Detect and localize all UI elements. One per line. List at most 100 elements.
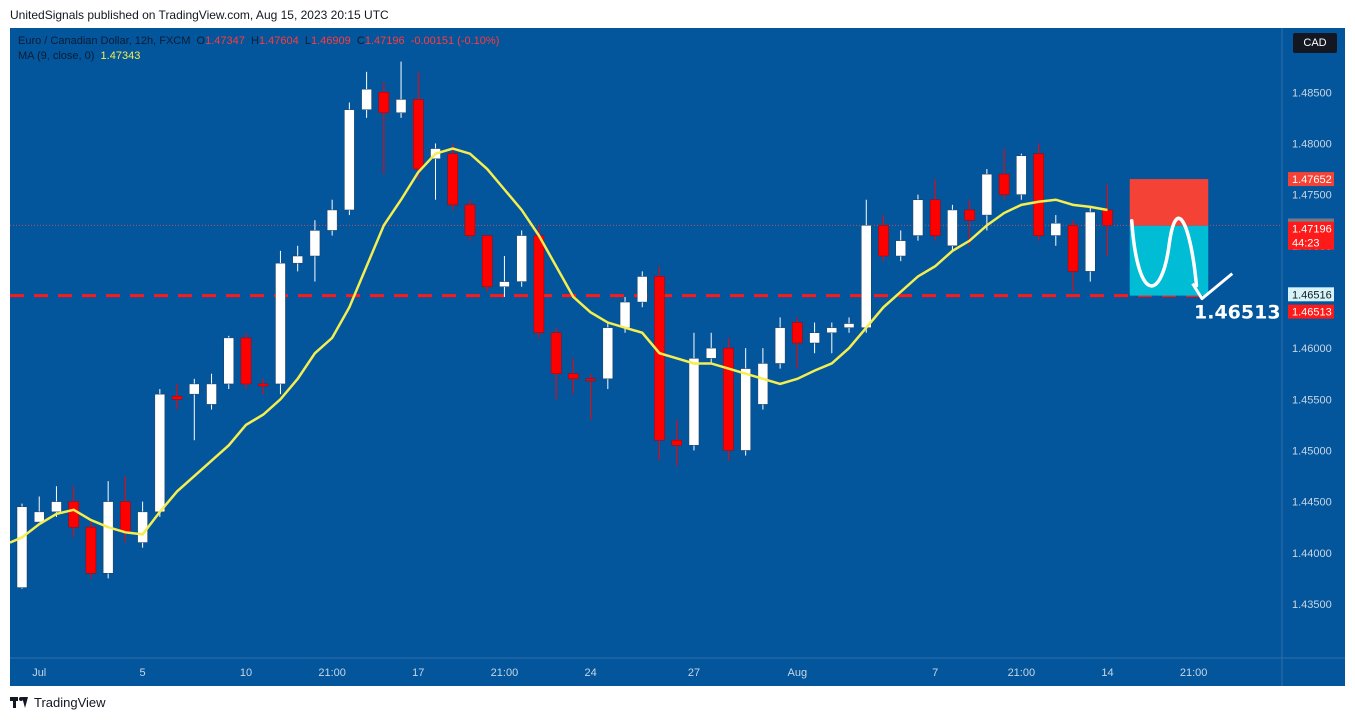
candle-body: [102, 501, 114, 574]
chart-legend: Euro / Canadian Dollar, 12h, FXCM O1.473…: [18, 34, 499, 64]
candle-body: [964, 209, 975, 221]
time-tick-label: 21:00: [491, 667, 519, 679]
tradingview-logo-icon: [10, 697, 29, 708]
candle-body: [1067, 225, 1079, 272]
candle-body: [619, 301, 631, 328]
candle-body: [1050, 223, 1062, 236]
chart-area[interactable]: 1.465131.485001.480001.475001.470001.465…: [10, 28, 1345, 686]
candle-body: [688, 358, 700, 446]
candle-body: [740, 368, 751, 451]
candle-body: [171, 395, 183, 400]
candle-body: [292, 255, 303, 264]
legend-change: -0.00151 (-0.10%): [410, 35, 500, 47]
candle-body: [33, 511, 45, 523]
candle-body: [189, 383, 200, 395]
footer-brand[interactable]: TradingView: [10, 695, 106, 710]
legend-close-label: C: [356, 35, 365, 47]
price-badge-label: 1.47196: [1292, 224, 1332, 236]
candle-body: [395, 99, 407, 113]
projection-path: [1129, 216, 1199, 288]
legend-open-label: O: [196, 35, 206, 47]
publisher-line: UnitedSignals published on TradingView.c…: [10, 8, 389, 22]
stop-loss-zone: [1129, 179, 1209, 226]
time-tick-label: 21:00: [1008, 667, 1036, 679]
legend-ohlc-row: Euro / Canadian Dollar, 12h, FXCM O1.473…: [18, 34, 499, 49]
candle-body: [568, 373, 579, 380]
time-tick-label: Aug: [788, 667, 808, 679]
candle-body: [275, 262, 286, 385]
legend-high-value: 1.47604: [258, 35, 299, 47]
candle-body: [637, 276, 648, 303]
candle-body: [206, 383, 217, 405]
candle-body: [51, 501, 62, 513]
candle-body: [981, 173, 993, 216]
candle-body: [723, 347, 734, 451]
projection-arrow: [1191, 272, 1234, 301]
candle-body: [240, 337, 252, 385]
candle-body: [68, 501, 79, 528]
price-badge: [1288, 221, 1334, 250]
legend-close-value: 1.47196: [364, 35, 405, 47]
time-tick-label: 5: [140, 667, 146, 679]
candle-body: [550, 332, 562, 374]
candle-body: [309, 230, 321, 257]
price-tick-label: 1.43500: [1292, 599, 1332, 611]
time-tick-label: 17: [412, 667, 424, 679]
price-tick-label: 1.44000: [1292, 548, 1332, 560]
candle-body: [792, 322, 803, 344]
price-badge-label: 1.47652: [1292, 174, 1332, 186]
candle-body: [137, 511, 148, 543]
legend-symbol[interactable]: Euro / Canadian Dollar, 12h, FXCM: [18, 35, 191, 47]
candle-body: [1016, 155, 1027, 195]
moving-average-line: [10, 147, 1108, 544]
legend-ma-label[interactable]: MA (9, close, 0): [18, 50, 95, 62]
currency-button[interactable]: CAD: [1293, 33, 1337, 53]
candle-body: [671, 439, 682, 446]
candle-body: [120, 501, 131, 533]
legend-ma-row: MA (9, close, 0) 1.47343: [18, 49, 499, 64]
candle-body: [705, 347, 717, 359]
candle-body: [757, 363, 769, 405]
legend-low-value: 1.46909: [310, 35, 351, 47]
price-tick-label: 1.46000: [1292, 343, 1332, 355]
candle-body: [361, 88, 372, 110]
price-tick-label: 1.44500: [1292, 497, 1332, 509]
candle-body: [1033, 153, 1044, 236]
legend-high-label: H: [251, 35, 259, 47]
candle-body: [447, 153, 458, 206]
candle-body: [464, 204, 476, 236]
time-tick-label: Jul: [32, 667, 46, 679]
price-badge: [1288, 287, 1334, 302]
price-tick-label: 1.48000: [1292, 138, 1332, 150]
candle-body: [16, 506, 28, 588]
price-badge: [1288, 304, 1334, 319]
time-tick-label: 10: [240, 667, 252, 679]
footer-brand-label: TradingView: [34, 695, 106, 710]
candle-body: [826, 327, 838, 334]
time-tick-label: 21:00: [318, 667, 346, 679]
candlestick-chart[interactable]: 1.465131.485001.480001.475001.470001.465…: [10, 28, 1345, 686]
candle-body: [1085, 211, 1096, 272]
candle-body: [929, 199, 941, 236]
candle-body: [809, 332, 820, 344]
time-tick-label: 14: [1101, 667, 1113, 679]
candle-body: [585, 378, 596, 382]
legend-low-label: L: [304, 35, 311, 47]
time-tick-label: 21:00: [1180, 667, 1208, 679]
candle-body: [481, 235, 493, 287]
candle-body: [344, 109, 355, 211]
candle-body: [947, 209, 958, 247]
price-tick-label: 1.45500: [1292, 394, 1332, 406]
candle-body: [774, 327, 786, 364]
price-badge-label: 1.46516: [1292, 289, 1332, 301]
candle-body: [257, 383, 269, 387]
time-tick-label: 7: [932, 667, 938, 679]
price-badge-countdown: 44:23: [1292, 238, 1320, 250]
candle-body: [861, 225, 872, 328]
candle-body: [85, 526, 97, 574]
candle-body: [1102, 209, 1113, 226]
candle-body: [154, 393, 166, 513]
candle-body: [533, 235, 545, 334]
price-tick-label: 1.45000: [1292, 445, 1332, 457]
candle-body: [998, 173, 1010, 195]
